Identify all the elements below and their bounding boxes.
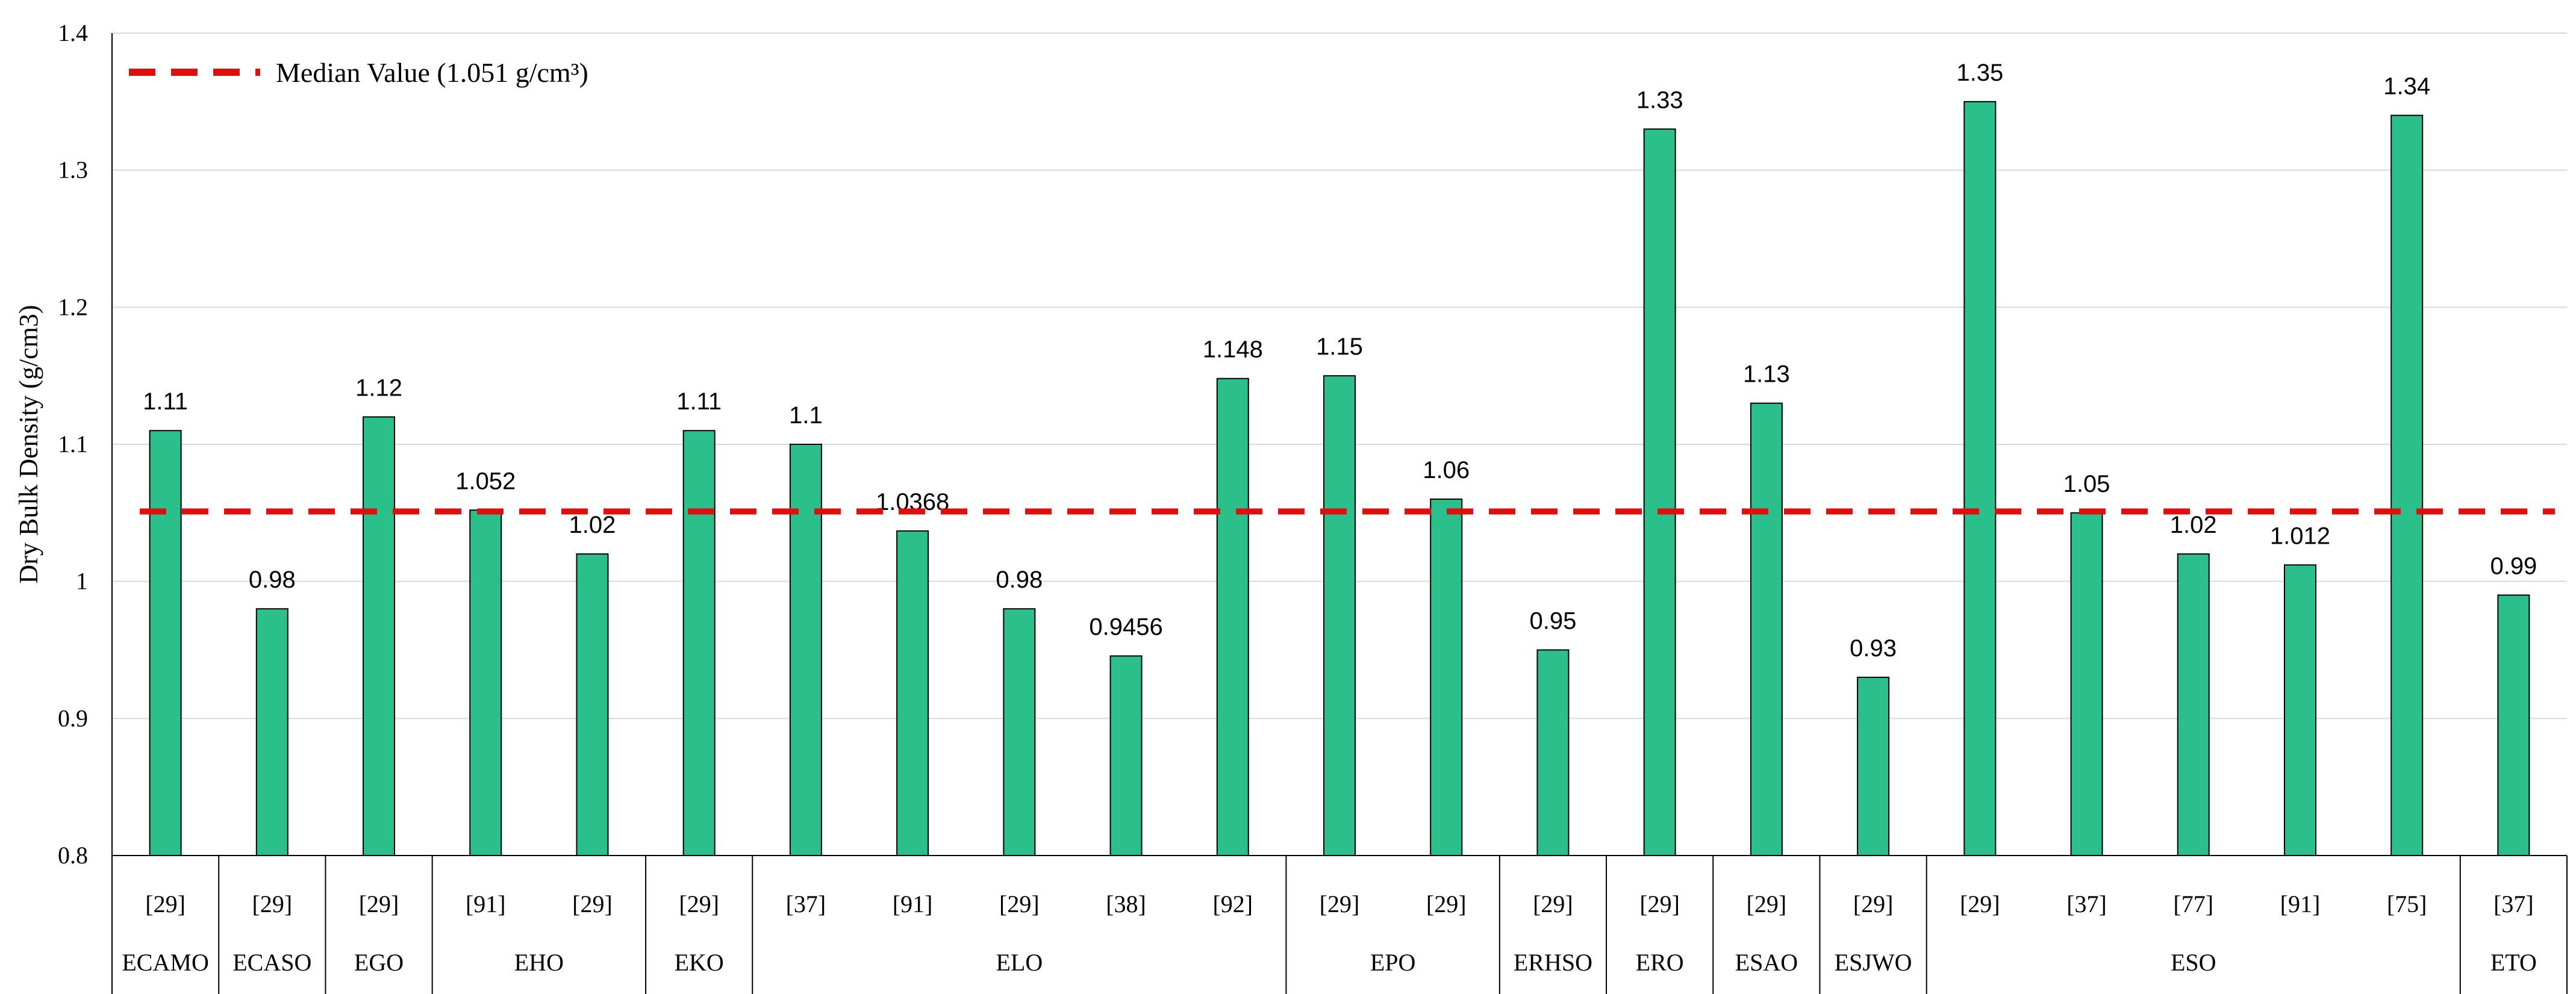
bar (1323, 375, 1356, 856)
x-category-label: [29] (1639, 890, 1680, 918)
bar (469, 509, 502, 856)
bar-data-label: 1.12 (355, 374, 402, 401)
x-category-label: [38] (1106, 890, 1146, 918)
x-category-label: [77] (2173, 890, 2213, 918)
bar-data-label: 1.11 (143, 388, 188, 415)
x-category-label: [92] (1212, 890, 1253, 918)
bar-data-label: 0.9456 (1089, 614, 1162, 641)
x-category-label: [29] (999, 890, 1040, 918)
y-tick-label: 0.8 (58, 842, 88, 869)
bar-data-label: 1.02 (2170, 512, 2217, 538)
x-category-labels: [29] [29] [29] [91] [29] [29] [37] [91] [29] [38]… (145, 890, 2533, 918)
x-category-label: [91] (2280, 890, 2321, 918)
x-group-label: ESO (2171, 949, 2216, 976)
bar (576, 553, 609, 857)
bar (2497, 594, 2530, 857)
bar (363, 416, 396, 856)
x-group-label: ESAO (1735, 949, 1798, 976)
bar-data-label: 1.012 (2270, 523, 2330, 549)
x-group-label: ERHSO (1514, 949, 1592, 976)
y-tick-label: 1.2 (58, 293, 88, 320)
bar-data-label: 0.95 (1530, 608, 1577, 635)
x-category-label: [37] (2493, 890, 2534, 918)
bar (2070, 512, 2103, 856)
x-category-label: [29] (1853, 890, 1894, 918)
y-tick-label: 1.3 (58, 157, 88, 184)
bar (2283, 564, 2316, 856)
data-labels: 1.110.981.121.0521.021.111.11.03680.980.… (143, 60, 2537, 662)
x-category-label: [29] (679, 890, 719, 918)
x-group-label: EPO (1370, 949, 1416, 976)
axes (111, 33, 2568, 994)
y-tick-label: 1.1 (58, 430, 88, 458)
x-group-labels: ECAMO ECASO EGO EHO EKO ELO EPO ERHSO ERO ESAO ESJ… (122, 949, 2537, 976)
bar-data-label: 1.35 (1956, 60, 2003, 86)
x-group-label: ETO (2490, 949, 2537, 976)
y-tick-label: 1 (76, 568, 88, 595)
bar-data-label: 1.05 (2063, 471, 2110, 497)
bar (255, 608, 288, 856)
x-group-label: EHO (514, 949, 564, 976)
bar-data-label: 0.98 (249, 567, 296, 593)
x-category-label: [29] (1320, 890, 1360, 918)
bar (2177, 553, 2210, 857)
bar (682, 430, 716, 856)
y-tick-label: 1.4 (58, 19, 88, 46)
bar-data-label: 0.93 (1850, 635, 1897, 662)
bar (1857, 677, 1890, 856)
x-category-label: [29] (1747, 890, 1787, 918)
bar (1216, 377, 1249, 856)
x-group-label: EGO (354, 949, 404, 976)
bar-data-label: 1.33 (1636, 87, 1683, 113)
x-category-label: [29] (359, 890, 399, 918)
x-group-label: ELO (996, 949, 1043, 976)
x-category-label: [37] (2066, 890, 2107, 918)
x-category-label: [91] (466, 890, 506, 918)
bar-data-label: 1.15 (1316, 334, 1363, 360)
bar (789, 444, 822, 856)
bar (2390, 114, 2424, 857)
bar (1109, 655, 1143, 856)
x-group-label: EKO (675, 949, 724, 976)
bar-data-label: 0.98 (996, 567, 1043, 593)
x-category-label: [91] (893, 890, 933, 918)
x-category-label: [29] (252, 890, 293, 918)
bar-data-label: 0.99 (2490, 553, 2537, 579)
x-category-label: [75] (2387, 890, 2427, 918)
bar (896, 530, 929, 856)
x-category-label: [29] (145, 890, 186, 918)
bar (149, 430, 182, 856)
bar (1750, 402, 1783, 856)
bar-data-label: 1.052 (455, 468, 516, 494)
bar (1963, 101, 1997, 856)
bar (1536, 649, 1570, 856)
bar (1643, 128, 1676, 856)
x-category-label: [29] (572, 890, 613, 918)
bar (1003, 608, 1036, 856)
legend: Median Value (1.051 g/cm³) (129, 57, 588, 88)
x-group-label: ECAMO (122, 949, 208, 976)
bar-data-label: 1.1 (789, 402, 823, 429)
bar (1430, 499, 1463, 856)
x-category-label: [37] (786, 890, 826, 918)
x-group-label: ERO (1636, 949, 1684, 976)
bar-data-label: 1.11 (676, 388, 722, 415)
bar-data-label: 1.34 (2383, 73, 2430, 100)
bar-data-label: 1.02 (569, 512, 616, 538)
x-group-label: ESJWO (1835, 949, 1912, 976)
y-tick-label: 0.9 (58, 704, 88, 732)
x-category-label: [29] (1960, 890, 2000, 918)
y-axis-title: Dry Bulk Density (g/cm3) (14, 305, 43, 583)
x-category-label: [29] (1533, 890, 1573, 918)
x-category-label: [29] (1426, 890, 1467, 918)
x-group-label: ECASO (232, 949, 311, 976)
bar-data-label: 1.148 (1203, 337, 1263, 363)
bar-data-label: 1.06 (1423, 457, 1470, 483)
bar-data-label: 1.13 (1743, 361, 1790, 388)
legend-median-label: Median Value (1.051 g/cm³) (276, 57, 588, 88)
y-tick-labels: 0.8 0.9 1 1.1 1.2 1.3 1.4 (58, 19, 88, 869)
